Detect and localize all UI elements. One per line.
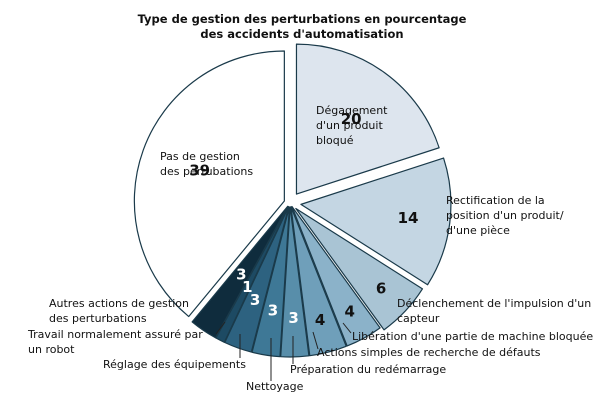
pie-slice-4: [291, 205, 381, 347]
chart-title: Type de gestion des perturbations en pou…: [138, 12, 467, 41]
pie-slice-1: [295, 43, 440, 195]
slice-label-3-line-2: capteur: [397, 312, 440, 325]
value-label-6: 3: [288, 309, 298, 327]
slice-label-1-line-3: bloqué: [316, 134, 354, 147]
pie-slice-7: [251, 206, 290, 358]
pie-slice-2: [300, 157, 452, 286]
chart-title-line-1: Type de gestion des perturbations en pou…: [138, 12, 467, 26]
slice-label-10-line-2: des perturbations: [49, 312, 147, 325]
value-label-10: 3: [236, 266, 246, 284]
value-label-3: 6: [376, 280, 386, 298]
pie-slices: [133, 43, 452, 358]
slice-label-2-line-2: position d'un produit/: [446, 209, 564, 222]
value-label-9: 1: [242, 278, 252, 296]
leader-lines: [215, 321, 352, 381]
slice-label-10-line-1: Autres actions de gestion: [49, 297, 189, 310]
slice-label-1-line-1: Dégagement: [316, 104, 388, 117]
value-label-1: 20: [341, 110, 362, 128]
leader-line-5: [312, 331, 319, 350]
slice-label-4-line-1: Libération d'une partie de machine bloqu…: [352, 330, 593, 343]
leader-line-4: [342, 322, 352, 334]
slice-label-6-line-1: Préparation du redémarrage: [290, 363, 446, 376]
chart-title-line-2: des accidents d'automatisation: [200, 27, 403, 41]
slice-label-2-line-1: Rectification de la: [446, 194, 545, 207]
value-label-11: 39: [189, 161, 210, 179]
pie-slice-10: [191, 205, 289, 339]
pie-slice-5: [290, 206, 347, 357]
slice-label-2-line-3: d'une pièce: [446, 224, 510, 237]
value-label-2: 14: [398, 209, 419, 227]
slice-label-8-line-1: Réglage des équipements: [103, 358, 246, 371]
slice-labels: Dégagement d'un produit bloqué Rectificatio…: [27, 104, 593, 393]
slice-label-9-line-2: un robot: [28, 343, 75, 356]
slice-label-11-line-1: Pas de gestion: [160, 150, 240, 163]
value-label-8: 3: [250, 291, 260, 309]
value-label-5: 4: [315, 311, 325, 329]
slice-label-3-line-1: Déclenchement de l'impulsion d'un: [397, 297, 591, 310]
slice-label-1-line-2: d'un produit: [316, 119, 383, 132]
pie-slice-3: [295, 207, 424, 331]
pie-slice-11: [133, 50, 285, 318]
pie-slice-6: [280, 206, 310, 358]
slice-label-9-line-1: Travail normalement assuré par: [27, 328, 203, 341]
value-label-7: 3: [268, 302, 278, 320]
leader-line-9: [215, 321, 226, 335]
slice-label-5-line-1: Actions simples de recherche de défauts: [317, 346, 541, 359]
value-label-4: 4: [345, 303, 355, 321]
slice-label-7-line-1: Nettoyage: [246, 380, 304, 393]
slice-label-11-line-2: des pertubations: [160, 165, 253, 178]
